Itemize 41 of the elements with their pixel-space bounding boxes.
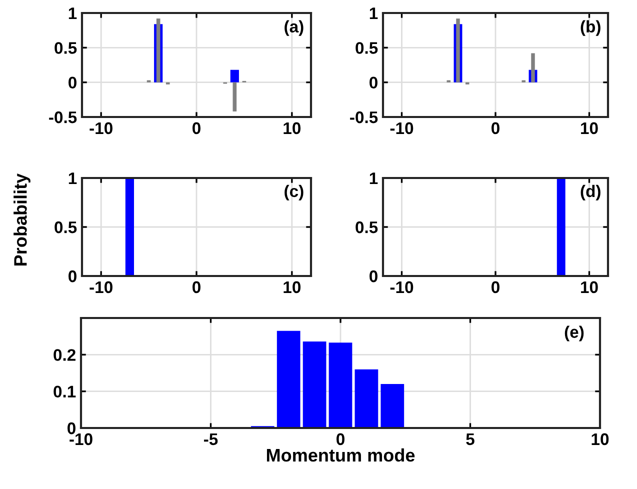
x-tick-label: 10 [581, 281, 598, 294]
x-tick-label: 10 [592, 433, 609, 446]
y-tick-label: 0 [68, 270, 76, 282]
y-tick-label: 0 [370, 270, 378, 282]
x-tick-label: -10 [90, 122, 112, 134]
y-tick-label: 1 [68, 172, 77, 184]
x-tick-label: 0 [492, 281, 500, 294]
y-tick-label: 1 [370, 8, 378, 20]
x-tick-label: -10 [390, 122, 414, 134]
x-tick-label: -10 [70, 433, 92, 446]
x-tick-label: 10 [581, 122, 598, 134]
y-tick-label: -0.5 [49, 111, 77, 124]
x-tick-label: 5 [466, 433, 474, 446]
y-axis-title: Probability [14, 173, 30, 266]
x-tick-label: 10 [284, 281, 301, 294]
x-axis-title: Momentum mode [266, 448, 415, 462]
y-tick-label: 1 [68, 8, 77, 20]
x-tick-label: 0 [336, 433, 344, 446]
x-tick-label: -10 [390, 281, 414, 294]
y-tick-label: 1 [370, 172, 378, 184]
x-tick-label: 0 [492, 122, 500, 134]
annotation: (d) [580, 184, 600, 200]
x-tick-label: -5 [204, 433, 218, 446]
y-tick-label: 0.5 [356, 221, 378, 234]
x-tick-label: 0 [192, 122, 200, 134]
y-tick-label: 0 [68, 76, 76, 89]
annotation: (b) [580, 20, 600, 36]
y-tick-label: 0.5 [54, 221, 77, 234]
annotation: (c) [284, 184, 304, 200]
y-tick-label: 0.2 [54, 349, 76, 361]
y-tick-label: 0.5 [356, 42, 378, 54]
annotation: (e) [564, 326, 584, 342]
x-tick-label: -10 [90, 281, 112, 294]
annotation: (a) [284, 20, 304, 36]
y-tick-label: 0.5 [54, 42, 77, 54]
y-tick-label: 0 [370, 76, 378, 89]
y-tick-label: -0.5 [350, 111, 378, 124]
x-tick-label: 0 [192, 281, 200, 294]
y-tick-label: 0.1 [54, 386, 76, 398]
y-tick-label: 0 [68, 422, 76, 434]
x-tick-label: 10 [284, 122, 301, 134]
